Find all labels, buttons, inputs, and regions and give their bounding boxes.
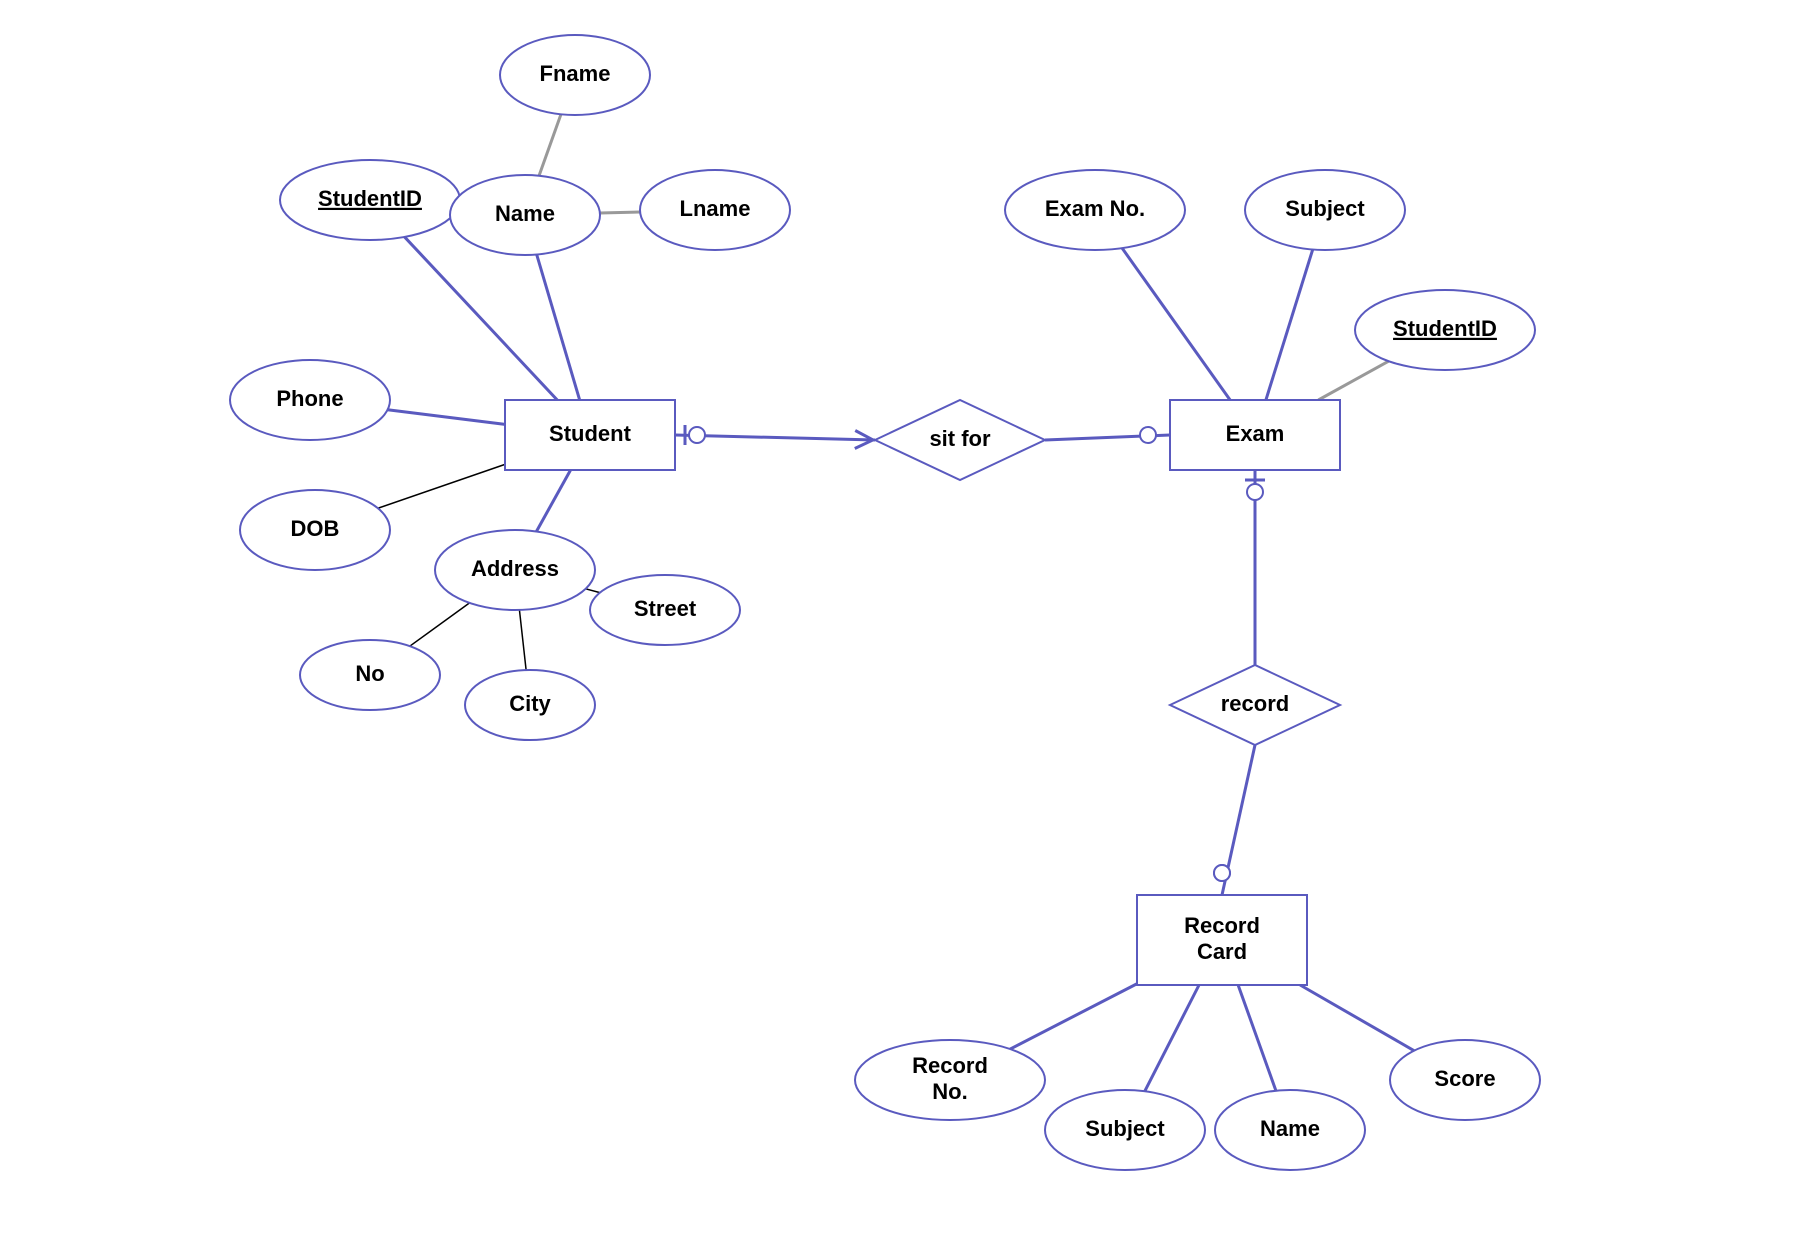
attribute-phone-label: Phone	[276, 386, 343, 411]
edge-student-phone	[388, 410, 505, 425]
attribute-dob-label: DOB	[291, 516, 340, 541]
attribute-subject-label: Subject	[1285, 196, 1365, 221]
attribute-lname-label: Lname	[680, 196, 751, 221]
attribute-fname-label: Fname	[540, 61, 611, 86]
edge-address-city	[519, 610, 526, 670]
attribute-city-label: City	[509, 691, 551, 716]
edge-exam-exam_sid	[1318, 361, 1388, 400]
edge-address-street	[586, 589, 600, 593]
edge-student-student_id	[405, 237, 558, 400]
attribute-street-label: Street	[634, 596, 697, 621]
er-diagram: StudentExamRecordCardsit forrecordStuden…	[0, 0, 1800, 1250]
attribute-exam_sid-label: StudentID	[1393, 316, 1497, 341]
entity-exam-label: Exam	[1226, 421, 1285, 446]
edge-recordcard-record_no	[1010, 984, 1137, 1049]
edge-name-lname	[600, 212, 640, 213]
shapes-layer: StudentExamRecordCardsit forrecordStuden…	[230, 35, 1540, 1170]
relationship-sitfor-label: sit for	[929, 426, 991, 451]
attribute-record_no-label: Record	[912, 1053, 988, 1078]
entity-recordcard-label: Record	[1184, 913, 1260, 938]
edge-student-dob	[378, 464, 505, 508]
attribute-addr_no-label: No	[355, 661, 384, 686]
relationship-record-label: record	[1221, 691, 1289, 716]
attribute-record_no-label: No.	[932, 1079, 967, 1104]
edge-recordcard-score	[1300, 985, 1414, 1051]
edge-student-address	[536, 470, 570, 531]
attribute-student_id-label: StudentID	[318, 186, 422, 211]
edge-recordcard-rec_name	[1238, 985, 1276, 1091]
attribute-name-label: Name	[495, 201, 555, 226]
edge-address-addr_no	[410, 603, 470, 646]
attribute-exam_no-label: Exam No.	[1045, 196, 1145, 221]
attribute-address-label: Address	[471, 556, 559, 581]
edge-exam-subject	[1266, 250, 1313, 400]
entity-recordcard-label: Card	[1197, 939, 1247, 964]
edge-exam-exam_no	[1122, 248, 1230, 400]
edge-student-name	[537, 255, 580, 400]
attribute-score-label: Score	[1434, 1066, 1495, 1091]
attribute-rec_name-label: Name	[1260, 1116, 1320, 1141]
cardinality-optional-circle	[689, 427, 705, 443]
edge-name-fname	[539, 114, 561, 175]
entity-student-label: Student	[549, 421, 632, 446]
attribute-rec_subject-label: Subject	[1085, 1116, 1165, 1141]
cardinality-optional-circle	[1214, 865, 1230, 881]
cardinality-optional-circle	[1140, 427, 1156, 443]
edge-recordcard-rec_subject	[1145, 985, 1199, 1091]
cardinality-optional-circle	[1247, 484, 1263, 500]
arrowhead	[855, 440, 873, 449]
